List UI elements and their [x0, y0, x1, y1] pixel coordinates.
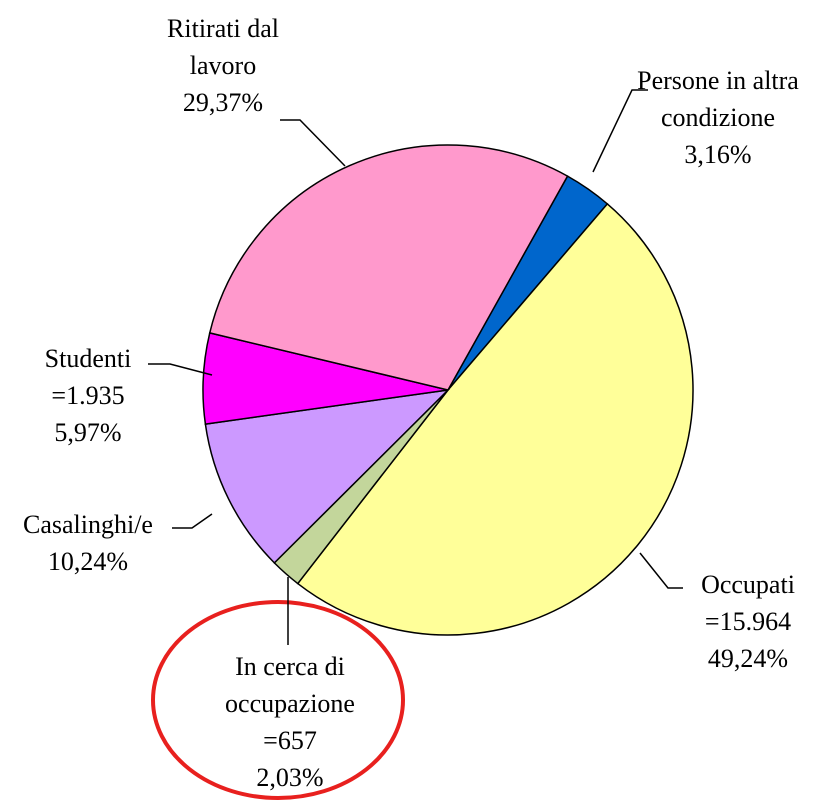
slice-name: In cerca di occupazione — [225, 652, 355, 718]
slice-label: In cerca di occupazione =657 2,03% — [200, 648, 380, 796]
slice-label: Ritirati dal lavoro 29,37% — [143, 10, 303, 121]
slice-percent: 29,37% — [182, 88, 264, 117]
pie-slice — [208, 144, 569, 391]
leader-line — [148, 363, 213, 376]
slice-name: Occupati — [701, 570, 795, 599]
slice-count: =657 — [263, 726, 317, 755]
highlight-circle — [151, 600, 405, 800]
slice-label: Occupati =15.964 49,24% — [673, 566, 821, 677]
slice-label: Studenti =1.935 5,97% — [13, 340, 163, 451]
slice-percent: 49,24% — [707, 644, 789, 673]
slice-count: =15.964 — [704, 607, 792, 636]
slice-name: Ritirati dal lavoro — [167, 14, 279, 80]
pie-slice — [296, 202, 694, 636]
slice-percent: 10,24% — [47, 547, 129, 576]
pie-slice — [204, 388, 451, 564]
slice-count: =1.935 — [51, 381, 125, 410]
slice-percent: 5,97% — [54, 418, 122, 447]
slice-name: Studenti — [44, 344, 132, 373]
leader-line — [639, 552, 683, 589]
slice-percent: 2,03% — [256, 763, 324, 792]
leader-line — [172, 513, 213, 529]
slice-label: Persone in altra condizione 3,16% — [611, 62, 821, 173]
slice-percent: 3,16% — [684, 140, 752, 169]
slice-label: Casalinghi/e 10,24% — [0, 506, 178, 580]
slice-name: Persone in altra condizione — [637, 66, 799, 132]
leader-line — [280, 119, 346, 167]
slice-name: Casalinghi/e — [23, 510, 153, 539]
leader-line — [592, 89, 648, 173]
